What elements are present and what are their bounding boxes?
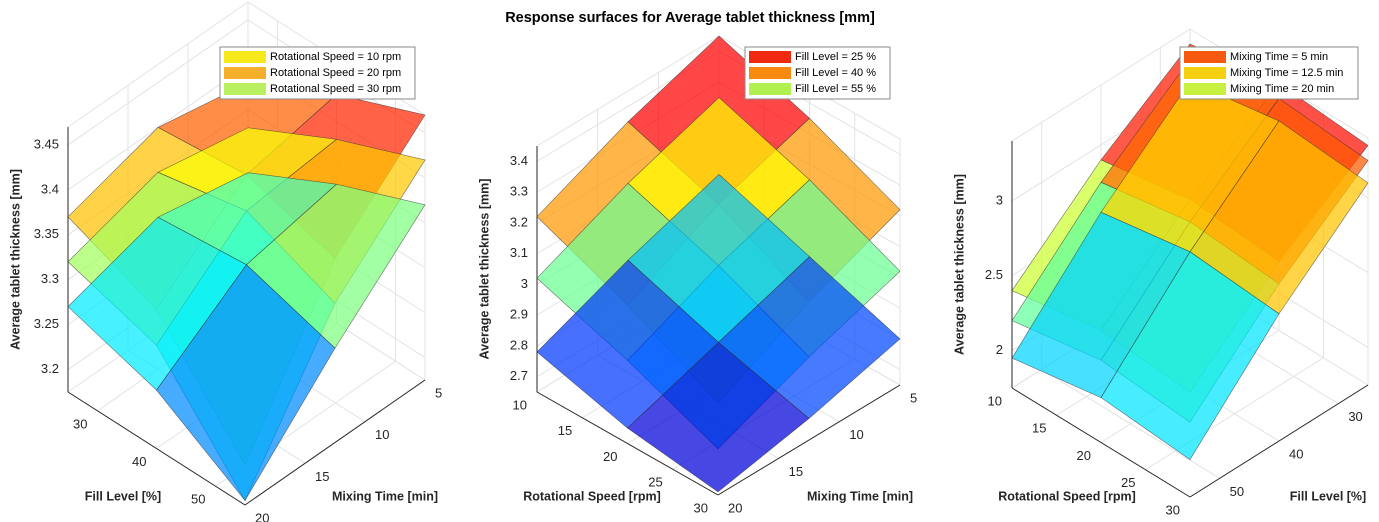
y-tick-label: 15 <box>315 469 329 484</box>
legend-swatch <box>224 67 266 79</box>
y-tick-label: 5 <box>910 390 917 405</box>
y-axis-label: Mixing Time [min] <box>332 489 438 503</box>
legend-swatch <box>749 51 791 63</box>
z-axis-label: Average tablet thickness [mm] <box>477 179 491 360</box>
x-tick-label: 20 <box>1077 448 1091 463</box>
y-tick-label: 30 <box>1348 409 1362 424</box>
z-tick-label: 3.35 <box>34 226 59 241</box>
z-tick-label: 3.2 <box>510 214 528 229</box>
z-tick-label: 3.4 <box>510 153 528 168</box>
y-tick-label: 15 <box>789 464 803 479</box>
surface-patch <box>1100 251 1280 461</box>
x-tick-label: 10 <box>988 393 1002 408</box>
z-tick-label: 2.9 <box>510 307 528 322</box>
box-edge <box>67 1 249 128</box>
y-tick-label: 40 <box>1289 446 1303 461</box>
x-tick-label: 30 <box>694 500 708 515</box>
y-tick-label: 10 <box>375 427 389 442</box>
legend-swatch <box>224 51 266 63</box>
y-axis-label: Mixing Time [min] <box>807 489 913 503</box>
surface-patch <box>156 264 336 502</box>
legend-label: Mixing Time = 5 min <box>1230 51 1328 63</box>
z-tick-label: 3.3 <box>510 184 528 199</box>
z-tick-label: 2.5 <box>985 267 1003 282</box>
x-tick-label: 20 <box>603 449 617 464</box>
y-tick-label: 20 <box>728 500 742 515</box>
z-axis-label: Average tablet thickness [mm] <box>952 174 966 355</box>
surface-patch <box>627 341 810 493</box>
y-tick-label: 5 <box>435 385 442 400</box>
box-edge <box>536 35 720 147</box>
z-tick-label: 3.4 <box>41 181 59 196</box>
z-tick-label: 3.25 <box>34 316 59 331</box>
y-tick-label: 50 <box>1230 484 1244 499</box>
z-tick-label: 3.3 <box>41 271 59 286</box>
z-tick-label: 3.45 <box>34 136 59 151</box>
legend-label: Fill Level = 40 % <box>795 67 876 79</box>
legend-swatch <box>224 83 266 95</box>
legend-swatch <box>1184 83 1226 95</box>
x-tick-label: 50 <box>191 492 205 507</box>
legend-label: Mixing Time = 20 min <box>1230 83 1334 95</box>
x-axis-line <box>67 391 246 506</box>
x-tick-label: 25 <box>1121 475 1135 490</box>
z-tick-label: 3 <box>996 192 1003 207</box>
x-tick-label: 25 <box>648 475 662 490</box>
legend-swatch <box>749 67 791 79</box>
z-tick-label: 2.7 <box>510 368 528 383</box>
x-tick-label: 15 <box>1032 421 1046 436</box>
x-axis-line <box>1011 387 1191 498</box>
z-tick-label: 2 <box>996 342 1003 357</box>
y-axis-label: Fill Level [%] <box>1290 489 1366 503</box>
z-axis-label: Average tablet thickness [mm] <box>8 169 22 350</box>
x-tick-label: 40 <box>132 454 146 469</box>
z-tick-label: 2.8 <box>510 337 528 352</box>
legend-label: Rotational Speed = 20 rpm <box>270 67 401 79</box>
figure-title: Response surfaces for Average tablet thi… <box>505 10 875 26</box>
z-tick-label: 3.1 <box>510 245 528 260</box>
y-tick-label: 20 <box>255 510 269 522</box>
x-tick-label: 30 <box>1166 502 1180 517</box>
x-axis-label: Rotational Speed [rpm] <box>998 489 1136 503</box>
x-axis-line <box>536 391 719 496</box>
legend-swatch <box>749 83 791 95</box>
legend-label: Fill Level = 55 % <box>795 83 876 95</box>
y-axis-line <box>1189 384 1369 498</box>
y-tick-label: 10 <box>849 427 863 442</box>
x-tick-label: 10 <box>513 397 527 412</box>
z-tick-label: 3.2 <box>41 361 59 376</box>
legend-swatch <box>1184 67 1226 79</box>
legend-label: Rotational Speed = 30 rpm <box>270 83 401 95</box>
x-axis-label: Fill Level [%] <box>85 489 161 503</box>
legend-swatch <box>1184 51 1226 63</box>
x-axis-label: Rotational Speed [rpm] <box>523 489 661 503</box>
x-tick-label: 15 <box>558 423 572 438</box>
y-axis-line <box>717 384 901 496</box>
y-axis-line <box>244 379 426 506</box>
legend-label: Mixing Time = 12.5 min <box>1230 67 1343 79</box>
x-tick-label: 30 <box>73 416 87 431</box>
legend-label: Rotational Speed = 10 rpm <box>270 51 401 63</box>
z-tick-label: 3 <box>521 276 528 291</box>
legend-label: Fill Level = 25 % <box>795 51 876 63</box>
